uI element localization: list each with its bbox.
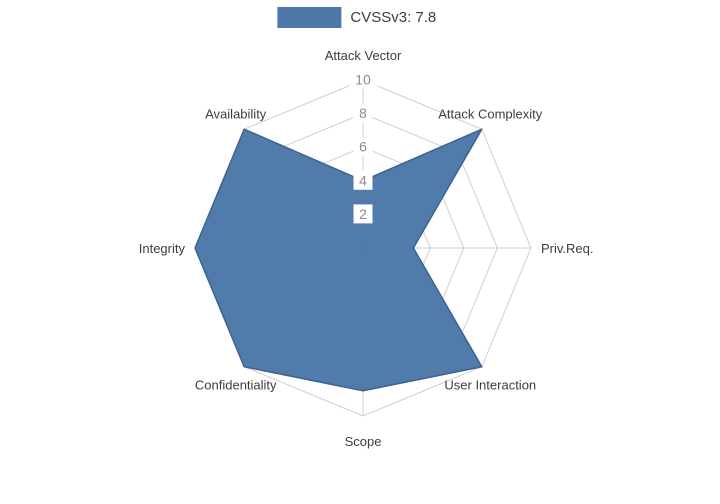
- axis-label: Integrity: [139, 241, 186, 256]
- tick-label-bg: [353, 137, 373, 157]
- axis-label: Attack Vector: [325, 48, 402, 63]
- axis-label: User Interaction: [444, 377, 536, 392]
- legend-swatch: [277, 7, 342, 28]
- tick-label: 6: [359, 139, 367, 155]
- legend-label: CVSSv3: 7.8: [350, 9, 437, 26]
- axis-label: Attack Complexity: [438, 107, 543, 122]
- data-polygon: [194, 128, 483, 392]
- tick-label-bg: [349, 70, 377, 89]
- tick-label: 4: [359, 172, 367, 188]
- tick-label: 8: [359, 105, 367, 121]
- tick-label-bg: [353, 170, 373, 190]
- tick-label-bg: [353, 204, 373, 224]
- legend[interactable]: CVSSv3: 7.8: [277, 7, 436, 28]
- axis-label: Confidentiality: [195, 377, 277, 392]
- tick-label-bg: [353, 103, 373, 123]
- axis-label: Scope: [345, 434, 382, 449]
- tick-label: 2: [359, 206, 367, 222]
- axis-label: Priv.Req.: [541, 241, 594, 256]
- axis-label: Availability: [205, 107, 267, 122]
- tick-label: 10: [355, 72, 371, 88]
